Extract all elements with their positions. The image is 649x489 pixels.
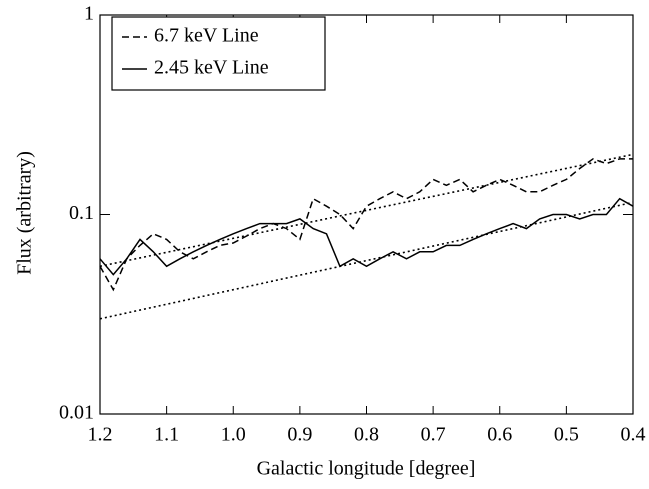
x-tick-label: 1.0: [221, 424, 246, 446]
x-tick-label: 0.9: [287, 424, 312, 446]
x-tick-label: 1.2: [88, 424, 113, 446]
x-tick-label: 0.5: [554, 424, 579, 446]
y-axis-label: Flux (arbitrary): [14, 151, 36, 275]
y-tick-label: 1: [84, 3, 94, 25]
x-tick-label: 1.1: [154, 424, 179, 446]
x-tick-label: 0.4: [621, 424, 646, 446]
trend-line: [99, 201, 634, 320]
legend-label: 2.45 keV Line: [154, 57, 269, 79]
x-tick-label: 0.6: [487, 424, 512, 446]
data-line: [99, 197, 634, 276]
y-tick-label: 0.1: [69, 202, 94, 224]
legend-label: 6.7 keV Line: [154, 25, 259, 47]
data-line: [99, 158, 633, 292]
legend-box: [111, 16, 326, 91]
y-tick-label: 0.01: [59, 402, 94, 424]
x-tick-label: 0.7: [421, 424, 446, 446]
trend-line: [99, 153, 634, 268]
x-tick-label: 0.8: [354, 424, 379, 446]
x-axis-label: Galactic longitude [degree]: [257, 458, 476, 480]
